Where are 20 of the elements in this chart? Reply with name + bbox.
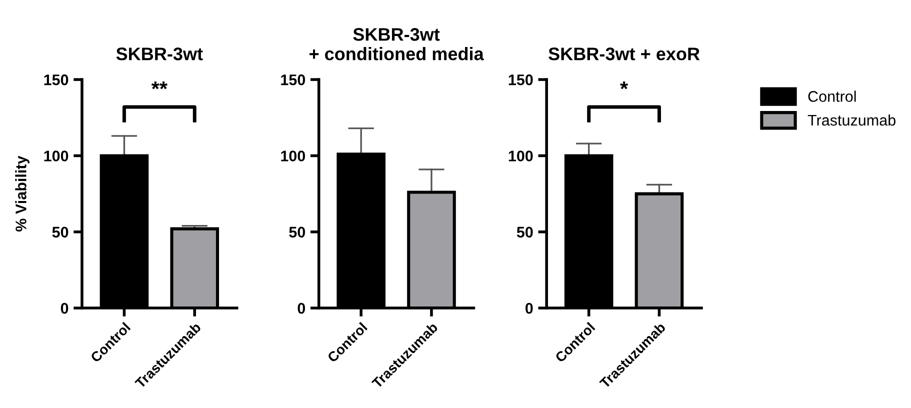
y-tick-label: 150 (281, 74, 306, 86)
y-tick-label: 0 (526, 302, 533, 314)
chart-title: SKBR-3wt + exoR (548, 48, 700, 60)
chart-title: SKBR-3wt (116, 48, 203, 60)
y-tick-label: 50 (289, 226, 306, 238)
annotation: * (620, 81, 628, 90)
y-tick-label: 50 (52, 226, 68, 238)
y-tick-label: 150 (508, 74, 533, 86)
annotation: ** (151, 81, 168, 90)
y-tick-label: 150 (44, 74, 68, 86)
y-tick-label: 100 (44, 150, 68, 162)
y-tick-label: 100 (281, 150, 306, 162)
chart-title: SKBR-3wt + conditioned media (310, 28, 484, 60)
y-tick-label: 100 (508, 150, 533, 162)
legend-label: Control (808, 90, 856, 102)
y-tick-label: 0 (298, 302, 306, 314)
y-tick-label: 0 (60, 302, 68, 314)
y-tick-label: 50 (516, 226, 533, 238)
legend-label: Trastuzumab (808, 114, 896, 126)
y-axis-title: % Viability (15, 156, 30, 232)
